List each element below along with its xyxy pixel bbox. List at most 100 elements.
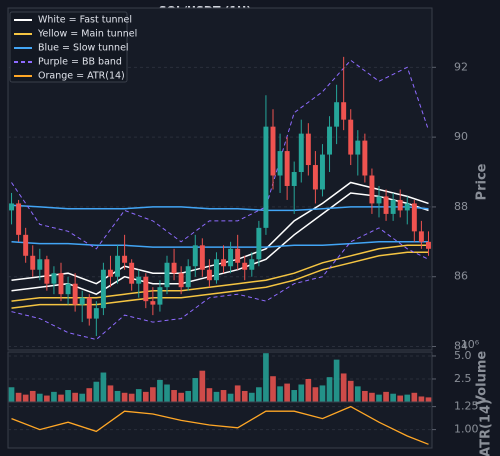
candle-body xyxy=(164,262,170,288)
volume-bar xyxy=(241,390,248,402)
legend: White = Fast tunnel Yellow = Main tunnel B… xyxy=(9,11,137,83)
volume-bar xyxy=(171,390,177,402)
y-tick-label: 86 xyxy=(454,270,468,283)
volume-bar xyxy=(284,383,290,402)
legend-label: Yellow = Main tunnel xyxy=(37,29,137,40)
candle-body xyxy=(425,241,431,249)
volume-bar xyxy=(319,385,326,402)
volume-bar xyxy=(340,373,347,402)
volume-bar xyxy=(376,394,382,402)
volume-bar xyxy=(347,380,354,402)
band-line xyxy=(11,59,429,250)
candle-body xyxy=(44,259,50,284)
panel xyxy=(7,351,433,403)
candle-body xyxy=(284,151,290,186)
y-tick-label: 90 xyxy=(454,130,468,143)
volume-bar xyxy=(121,392,128,402)
volume-bar xyxy=(107,385,114,402)
candle-body xyxy=(291,172,297,186)
candle-body xyxy=(93,308,99,319)
volume-bar xyxy=(369,392,375,402)
candle-body xyxy=(79,297,85,305)
candle-body xyxy=(213,259,219,281)
candle-body xyxy=(86,297,92,319)
volume-bar xyxy=(418,396,425,402)
volume-bar xyxy=(8,387,15,402)
candle-body xyxy=(16,203,22,235)
y-tick-label: 92 xyxy=(454,60,468,73)
candle-body xyxy=(411,203,417,232)
candle-body xyxy=(319,154,325,190)
candle-body xyxy=(369,175,375,204)
candle-body xyxy=(185,266,191,288)
candle-body xyxy=(129,262,135,284)
legend-label: Purple = BB band xyxy=(38,57,122,68)
candle-body xyxy=(115,255,121,277)
volume-bar xyxy=(29,390,36,402)
band-line xyxy=(11,227,429,341)
legend-label: Orange = ATR(14) xyxy=(38,71,125,82)
candle-body xyxy=(206,269,212,281)
panel xyxy=(7,401,433,449)
volume-bar xyxy=(206,388,213,402)
volume-bar xyxy=(256,387,262,402)
candle-body xyxy=(312,165,318,190)
volume-bar xyxy=(79,393,86,402)
candle-body xyxy=(270,126,276,176)
volume-bar xyxy=(263,353,269,402)
candle-body xyxy=(122,255,128,263)
volume-bar xyxy=(362,390,368,402)
candle-body xyxy=(348,119,354,155)
candle-body xyxy=(221,259,227,267)
volume-bar xyxy=(22,394,29,402)
candle-body xyxy=(107,269,113,277)
candle-body xyxy=(362,140,368,176)
volume-bar xyxy=(128,393,135,402)
volume-bar xyxy=(326,377,333,402)
candle-body xyxy=(65,283,71,295)
candle-body xyxy=(150,301,156,305)
candle-body xyxy=(376,196,382,204)
volume-bar xyxy=(383,391,389,402)
volume-bar xyxy=(277,386,283,402)
volume-bar xyxy=(390,393,396,402)
volume-bar xyxy=(178,392,184,402)
candle-body xyxy=(30,255,36,270)
volume-bar xyxy=(291,390,298,402)
volume-bar xyxy=(150,387,156,402)
y-axis-label: Volume xyxy=(475,351,490,406)
y-tick-label: 84 xyxy=(454,340,468,353)
y-tick-label: 88 xyxy=(454,200,468,213)
candle-body xyxy=(355,140,361,155)
candle-body xyxy=(249,259,255,270)
band-line xyxy=(11,204,429,212)
candle-body xyxy=(390,199,396,214)
candle-body xyxy=(263,126,269,228)
volume-bar xyxy=(72,392,78,402)
y-axis-label: ATR(14) xyxy=(479,399,494,456)
y-tick-label: 1.00 xyxy=(454,423,479,436)
volume-bar xyxy=(51,391,57,402)
volume-bar xyxy=(44,395,50,402)
volume-bar xyxy=(411,392,418,402)
offset-label: 10⁶ xyxy=(461,338,480,351)
candle-body xyxy=(72,283,78,305)
candle-body xyxy=(58,273,64,295)
candle-body xyxy=(228,248,234,267)
candle-body xyxy=(157,287,163,305)
candle-body xyxy=(178,273,184,288)
volume-bar xyxy=(305,378,312,402)
candle-body xyxy=(171,262,177,274)
candle-body xyxy=(418,231,424,242)
legend-box xyxy=(9,11,128,83)
volume-bar xyxy=(227,393,234,402)
volume-bar xyxy=(213,391,220,402)
volume-bar xyxy=(15,392,22,402)
volume-bar xyxy=(114,390,121,402)
y-axis-label: Price xyxy=(475,163,490,200)
legend-label: Blue = Slow tunnel xyxy=(38,43,129,54)
candle-body xyxy=(327,126,333,155)
candle-body xyxy=(143,276,149,302)
volume-bar xyxy=(248,392,255,402)
